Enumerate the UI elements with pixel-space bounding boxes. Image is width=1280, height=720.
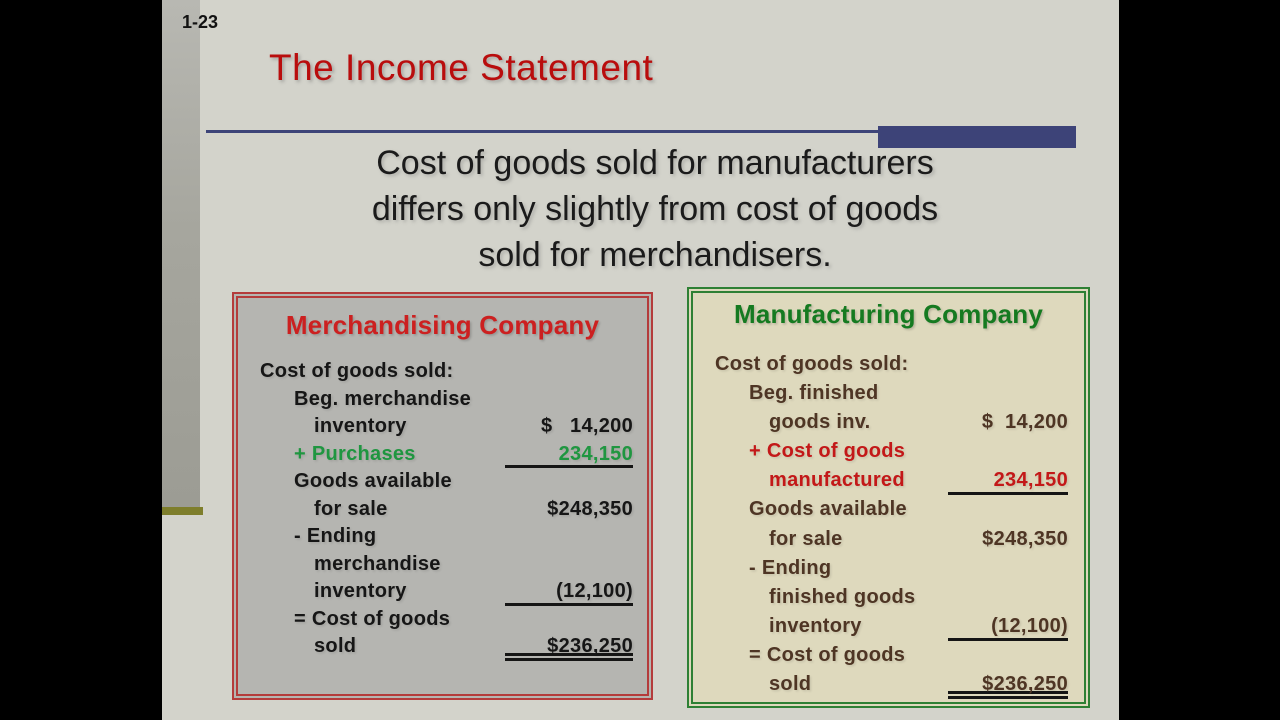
merchandising-statement-rows: Cost of goods sold: Beg. merchandise inven…	[238, 358, 647, 661]
statement-row: = Cost of goods	[238, 606, 647, 634]
statement-row: Beg. finished	[693, 379, 1084, 408]
row-label: Goods available	[749, 498, 907, 521]
statement-row: goods inv. $ 14,200	[693, 408, 1084, 437]
statement-row: Cost of goods sold:	[693, 350, 1084, 379]
row-value	[948, 379, 1068, 408]
row-label: manufactured	[769, 469, 905, 492]
row-label: + Cost of goods	[749, 440, 906, 463]
slide-body-text: Cost of goods sold for manufacturers dif…	[255, 140, 1055, 278]
row-value: $ 14,200	[541, 415, 633, 437]
row-label: = Cost of goods	[749, 643, 906, 666]
row-label: = Cost of goods	[294, 607, 451, 630]
title-divider-line	[206, 130, 1076, 133]
statement-row: merchandise	[238, 551, 647, 579]
row-label: for sale	[769, 527, 843, 550]
slide-number: 1-23	[182, 12, 219, 32]
statement-row: Cost of goods sold:	[238, 358, 647, 386]
statement-row: for sale $248,350	[693, 525, 1084, 554]
manufacturing-company-box: Manufacturing Company Cost of goods sold…	[687, 287, 1090, 708]
body-line: differs only slightly from cost of goods	[371, 190, 939, 228]
statement-row: - Ending	[693, 554, 1084, 583]
row-value: (12,100)	[505, 578, 633, 606]
row-label: Cost of goods sold:	[715, 353, 909, 375]
row-value	[948, 554, 1068, 583]
row-label: for sale	[314, 497, 388, 520]
row-label: merchandise	[314, 552, 441, 575]
statement-row: + Purchases 234,150	[238, 441, 647, 468]
statement-row: = Cost of goods	[693, 641, 1084, 670]
row-value: $236,250	[505, 633, 633, 661]
row-value	[505, 386, 633, 414]
statement-row: Goods available	[238, 468, 647, 496]
statement-row: sold $236,250	[693, 670, 1084, 700]
row-value: $248,350	[982, 527, 1068, 550]
row-value	[505, 551, 633, 579]
slide-canvas: 1-23 The Income Statement Cost of goods …	[162, 0, 1119, 720]
statement-row: for sale $248,350	[238, 496, 647, 524]
row-label: sold	[769, 673, 812, 696]
row-value	[948, 641, 1068, 670]
statement-row: Goods available	[693, 495, 1084, 524]
statement-row: inventory (12,100)	[238, 578, 647, 606]
row-label: - Ending	[749, 556, 832, 579]
row-label: inventory	[314, 415, 407, 437]
row-label: Cost of goods sold:	[260, 360, 454, 382]
manufacturing-box-title: Manufacturing Company	[734, 299, 1043, 329]
row-value	[948, 583, 1068, 612]
manufacturing-statement-rows: Cost of goods sold: Beg. finished goods in…	[693, 350, 1084, 700]
left-accent-strip	[162, 0, 200, 508]
merchandising-company-box: Merchandising Company Cost of goods sold…	[232, 292, 653, 700]
row-value	[505, 468, 633, 496]
statement-row: manufactured 234,150	[693, 466, 1084, 496]
statement-row: inventory (12,100)	[693, 612, 1084, 641]
row-label: inventory	[314, 580, 407, 602]
row-label: - Ending	[294, 525, 377, 547]
row-value: $ 14,200	[981, 411, 1068, 434]
statement-row: finished goods	[693, 583, 1084, 612]
statement-row: - Ending	[238, 523, 647, 551]
row-value: (12,100)	[948, 612, 1068, 641]
row-value	[948, 350, 1068, 379]
statement-row: sold $236,250	[238, 633, 647, 661]
row-label: sold	[314, 635, 357, 657]
row-label: inventory	[769, 614, 862, 637]
row-value	[948, 437, 1068, 466]
row-label: Beg. merchandise	[294, 387, 472, 410]
row-label: goods inv.	[769, 411, 871, 434]
row-value: $248,350	[547, 497, 633, 520]
row-label: Beg. finished	[749, 382, 879, 405]
statement-row: inventory $ 14,200	[238, 413, 647, 441]
body-line: Cost of goods sold for manufacturers	[376, 144, 934, 182]
row-value	[948, 495, 1068, 524]
row-value: 234,150	[948, 466, 1068, 496]
row-value	[505, 606, 633, 634]
body-line: sold for merchandisers.	[478, 236, 832, 274]
row-value	[505, 523, 633, 551]
statement-row: Beg. merchandise	[238, 386, 647, 414]
row-label: finished goods	[769, 585, 916, 608]
olive-accent-bar	[162, 507, 203, 515]
row-value	[505, 358, 633, 386]
merchandising-box-title: Merchandising Company	[285, 310, 600, 340]
row-label: Goods available	[294, 470, 452, 492]
slide-title: The Income Statement	[269, 47, 654, 88]
navy-accent-rectangle	[878, 126, 1076, 148]
row-value: $236,250	[948, 670, 1068, 700]
statement-row: + Cost of goods	[693, 437, 1084, 466]
row-value: 234,150	[505, 441, 633, 468]
row-label: + Purchases	[294, 442, 416, 465]
